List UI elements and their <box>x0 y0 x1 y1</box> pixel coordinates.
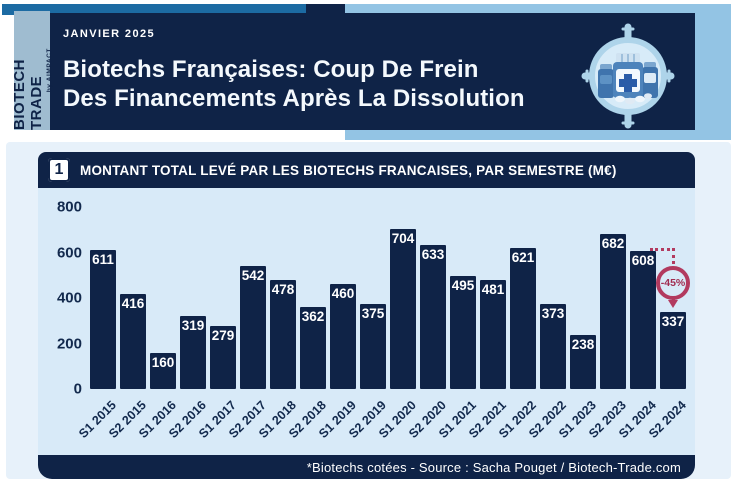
bar-s2-2015: 416 <box>120 294 146 389</box>
x-axis-tick-label: S2 2024 <box>646 396 695 441</box>
bar-value-label: 608 <box>631 252 655 268</box>
bar-value-label: 416 <box>121 296 145 312</box>
bar-value-label: 478 <box>271 282 295 298</box>
bar-s2-2019: 375 <box>360 303 386 389</box>
figure-title-bar: 1 MONTANT TOTAL LEVÉ PAR LES BIOTECHS FR… <box>38 152 695 188</box>
date-label: JANVIER 2025 <box>63 28 156 40</box>
bar-value-label: 362 <box>301 308 325 324</box>
top-strip-dark <box>306 4 346 15</box>
bar-value-label: 337 <box>661 314 685 330</box>
brand-name: BIOTECH TRADE <box>11 59 45 130</box>
bar-value-label: 704 <box>391 230 415 246</box>
bar-value-label: 460 <box>331 286 355 302</box>
header: BIOTECH TRADE by AIMPACT JANVIER 2025 Bi… <box>11 11 695 130</box>
annotation-arrowhead <box>668 300 678 309</box>
bar-value-label: 319 <box>181 318 205 334</box>
brand-subtitle: by AIMPACT <box>46 48 53 93</box>
page-title: Biotechs Françaises: Coup De Frein Des F… <box>63 55 525 113</box>
bar-value-label: 279 <box>211 327 235 343</box>
bar-value-label: 682 <box>601 235 625 251</box>
bar-s1-2015: 611 <box>90 249 116 389</box>
bar-value-label: 621 <box>511 249 535 265</box>
bar-s2-2016: 319 <box>180 316 206 389</box>
bar-s1-2019: 460 <box>330 284 356 389</box>
y-axis-tick-label: 400 <box>56 289 82 307</box>
annotation-percent-badge: -45% <box>656 265 690 300</box>
annotation-dotted-line-horizontal <box>650 247 675 251</box>
bar-s1-2018: 478 <box>270 280 296 389</box>
bar-s1-2016: 160 <box>150 352 176 389</box>
bar-value-label: 238 <box>571 336 595 352</box>
top-strip-medium-blue <box>2 4 306 15</box>
bar-value-label: 373 <box>541 306 565 322</box>
bar-s2-2018: 362 <box>300 306 326 389</box>
bar-s2-2017: 542 <box>240 265 266 389</box>
target-medicine-icon-svg <box>581 23 675 129</box>
bar-s1-2024: 608 <box>630 250 656 389</box>
brand-strip: BIOTECH TRADE by AIMPACT <box>11 11 53 130</box>
target-medicine-icon <box>578 23 678 129</box>
y-axis-tick-label: 800 <box>56 198 82 216</box>
bar-s2-2023: 682 <box>600 233 626 389</box>
bar-s2-2021: 481 <box>480 279 506 389</box>
bar-s1-2022: 621 <box>510 247 536 389</box>
bar-chart: 0 200 400 600 800 611 S1 2015 416 S2 2015 160 S1 2… <box>38 188 695 455</box>
page-title-line2: Des Financements Après La Dissolution <box>63 85 525 112</box>
bar-value-label: 611 <box>92 251 114 267</box>
bar-s1-2021: 495 <box>450 276 476 389</box>
figure-title: MONTANT TOTAL LEVÉ PAR LES BIOTECHS FRAN… <box>80 162 617 178</box>
bar-value-label: 542 <box>241 267 265 283</box>
source-bar: *Biotechs cotées - Source : Sacha Pouget… <box>38 455 695 479</box>
bar-value-label: 160 <box>151 354 175 370</box>
bar-s2-2020: 633 <box>420 244 446 389</box>
page-title-line1: Biotechs Françaises: Coup De Frein <box>63 56 479 83</box>
y-axis-tick-label: 600 <box>56 244 82 261</box>
bar-value-label: 633 <box>421 246 445 262</box>
source-text: *Biotechs cotées - Source : Sacha Pouget… <box>306 459 681 475</box>
bar-s1-2017: 279 <box>210 325 236 389</box>
bar-s2-2024: 337 <box>660 312 686 389</box>
bar-s1-2020: 704 <box>390 228 416 389</box>
bar-s2-2022: 373 <box>540 304 566 389</box>
figure-number-badge: 1 <box>48 158 70 182</box>
bar-value-label: 481 <box>481 281 505 297</box>
y-axis-tick-label: 200 <box>56 335 82 352</box>
bar-value-label: 375 <box>361 305 385 321</box>
bar-value-label: 495 <box>451 278 475 294</box>
y-axis-tick-label: 0 <box>73 380 82 398</box>
bar-s1-2023: 238 <box>570 334 596 389</box>
